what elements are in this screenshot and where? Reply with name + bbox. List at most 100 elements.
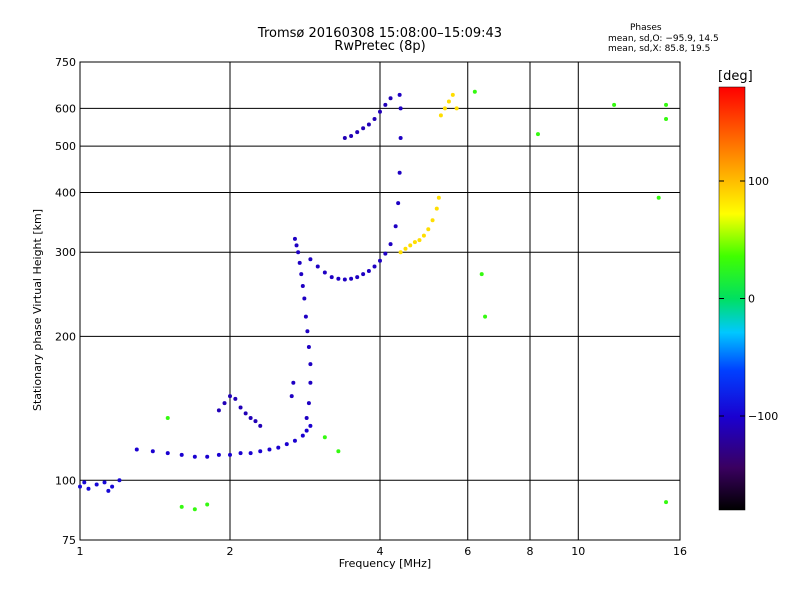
- data-point: [479, 272, 484, 277]
- data-point: [192, 507, 197, 512]
- axis-ticks: 1 2 4 6 8 10 16 75 100 200 300 400 500 600 750: [55, 56, 687, 558]
- data-point: [388, 96, 393, 101]
- data-point: [150, 449, 155, 454]
- data-point: [342, 136, 347, 141]
- data-point: [292, 236, 297, 241]
- data-point: [258, 423, 263, 428]
- data-point: [305, 329, 310, 334]
- data-point: [308, 380, 313, 385]
- y-tick-label: 200: [55, 330, 76, 343]
- x-axis-label: Frequency [MHz]: [338, 557, 432, 570]
- data-point: [426, 227, 431, 232]
- data-point: [276, 445, 281, 450]
- data-point: [306, 345, 311, 350]
- data-point: [308, 423, 313, 428]
- data-point: [294, 243, 299, 248]
- data-point: [165, 415, 170, 420]
- data-point: [664, 500, 669, 505]
- data-point: [535, 132, 540, 137]
- data-point: [349, 134, 354, 139]
- data-point: [322, 270, 327, 275]
- data-point: [308, 362, 313, 367]
- data-point: [398, 250, 403, 255]
- data-point: [222, 401, 227, 406]
- data-point: [397, 170, 402, 175]
- data-point: [192, 454, 197, 459]
- data-point: [238, 451, 243, 456]
- data-point: [450, 92, 455, 97]
- data-point: [383, 251, 388, 256]
- y-tick-label: 75: [62, 534, 76, 547]
- colorbar-tick-label: −100: [748, 410, 778, 423]
- data-point: [366, 269, 371, 274]
- data-point: [336, 449, 341, 454]
- phases-x-stats: mean, sd,X: 85.8, 19.5: [608, 44, 711, 54]
- data-point: [106, 488, 111, 493]
- data-point: [297, 260, 302, 265]
- data-point: [412, 240, 417, 245]
- data-point: [253, 419, 258, 424]
- data-point: [300, 283, 305, 288]
- x-tick-label: 1: [77, 545, 84, 558]
- data-point: [117, 478, 122, 483]
- data-point: [216, 452, 221, 457]
- data-point: [372, 264, 377, 269]
- data-point: [355, 275, 360, 280]
- data-point: [398, 136, 403, 141]
- data-points: [78, 89, 669, 512]
- data-point: [134, 447, 139, 452]
- data-point: [664, 116, 669, 121]
- data-point: [483, 314, 488, 319]
- data-point: [300, 433, 305, 438]
- data-point: [78, 484, 82, 489]
- x-tick-label: 2: [227, 545, 234, 558]
- data-point: [299, 272, 304, 277]
- x-tick-label: 10: [571, 545, 585, 558]
- colorbar-tick-label: 100: [748, 175, 769, 188]
- data-point: [361, 126, 366, 131]
- data-point: [267, 447, 272, 452]
- data-point: [289, 394, 294, 399]
- phases-o-stats: mean, sd,O: −95.9, 14.5: [608, 34, 719, 44]
- data-point: [303, 314, 308, 319]
- data-point: [329, 275, 334, 280]
- data-point: [238, 405, 243, 410]
- data-point: [421, 233, 426, 238]
- data-point: [361, 272, 366, 277]
- data-point: [322, 435, 327, 440]
- data-point: [304, 428, 309, 433]
- y-tick-label: 100: [55, 474, 76, 487]
- phases-title: Phases: [630, 23, 662, 33]
- data-point: [372, 116, 377, 121]
- data-point: [396, 201, 401, 206]
- data-point: [205, 502, 210, 507]
- colorbar-ticks: 100 0 −100: [719, 175, 778, 423]
- data-point: [102, 480, 107, 485]
- chart-subtitle: RwPretec (8p): [334, 39, 426, 54]
- data-point: [336, 276, 341, 281]
- data-point: [656, 195, 661, 200]
- data-point: [366, 122, 371, 127]
- y-tick-label: 750: [55, 56, 76, 69]
- data-point: [82, 480, 87, 485]
- y-tick-label: 500: [55, 140, 76, 153]
- data-point: [306, 401, 311, 406]
- chart-title: Tromsø 20160308 15:08:00–15:09:43: [257, 26, 503, 41]
- y-tick-label: 600: [55, 102, 76, 115]
- data-point: [398, 106, 403, 111]
- data-point: [205, 454, 210, 459]
- data-point: [612, 102, 617, 107]
- x-tick-label: 8: [527, 545, 534, 558]
- x-tick-label: 6: [464, 545, 471, 558]
- data-point: [291, 380, 296, 385]
- data-point: [446, 99, 451, 104]
- data-point: [216, 408, 221, 413]
- data-point: [296, 250, 301, 255]
- data-point: [248, 415, 253, 420]
- data-point: [442, 106, 447, 111]
- data-point: [388, 242, 393, 247]
- data-point: [393, 224, 398, 229]
- data-point: [308, 257, 313, 262]
- grid-lines: [80, 62, 680, 540]
